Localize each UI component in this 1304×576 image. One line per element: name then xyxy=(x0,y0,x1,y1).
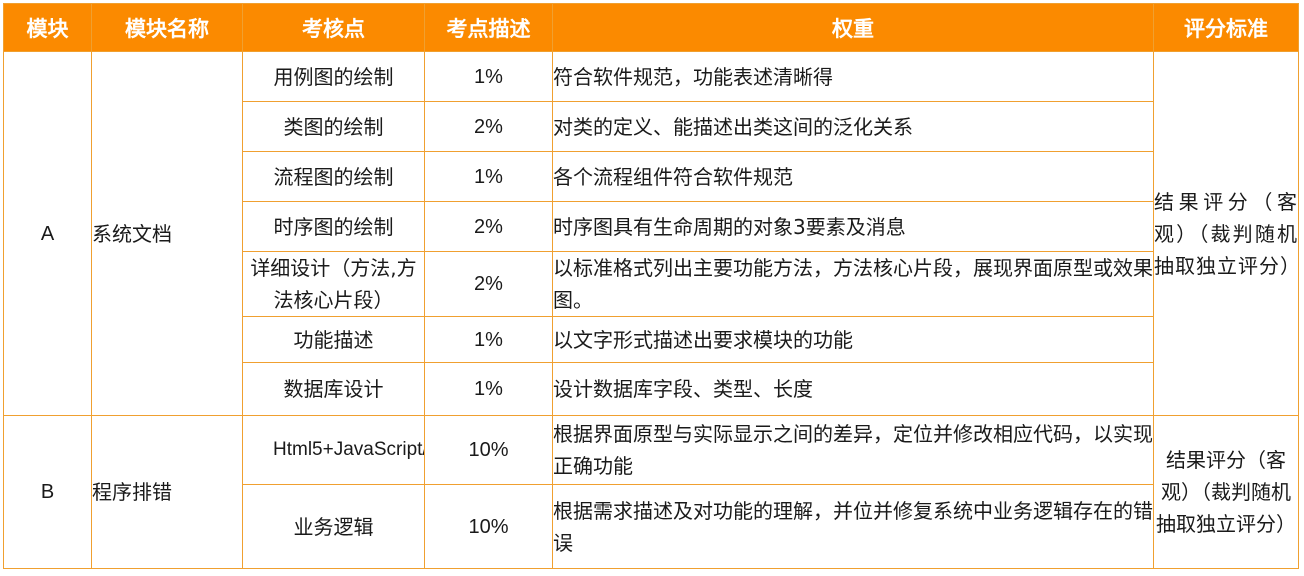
description-cell: 以标准格式列出主要功能方法，方法核心片段，展现界面原型或效果图。 xyxy=(552,251,1154,317)
header-assessment-point: 考核点 xyxy=(242,3,425,52)
table-row: 类图的绘制 2% 对类的定义、能描述出类这间的泛化关系 xyxy=(4,101,1299,152)
header-row: 模块 模块名称 考核点 考点描述 权重 评分标准 xyxy=(3,3,1299,52)
point-cell: 流程图的绘制 xyxy=(242,151,425,202)
point-cell: 时序图的绘制 xyxy=(242,201,425,252)
table-row: 详细设计（方法,方法核心片段） 2% 以标准格式列出主要功能方法，方法核心片段，… xyxy=(4,251,1299,317)
weight-cell: 1% xyxy=(424,51,553,102)
assessment-table: 模块 模块名称 考核点 考点描述 权重 评分标准 A 系统文档 用例图的绘制 1… xyxy=(3,3,1299,569)
weight-cell: 1% xyxy=(424,316,553,363)
point-cell: 类图的绘制 xyxy=(242,101,425,152)
weight-cell: 2% xyxy=(424,201,553,252)
scoring-standard-cell: 结果评分（客观）（裁判随机抽取独立评分） xyxy=(1153,51,1299,416)
table-row: B 程序排错 Html5+JavaScript/Vue 10% 根据界面原型与实… xyxy=(3,415,1299,569)
point-cell: 业务逻辑 xyxy=(242,484,425,569)
description-cell: 根据需求描述及对功能的理解，并位并修复系统中业务逻辑存在的错误 xyxy=(552,484,1154,569)
description-cell: 对类的定义、能描述出类这间的泛化关系 xyxy=(552,101,1154,152)
module-cell: B xyxy=(3,415,92,569)
weight-cell: 1% xyxy=(424,151,553,202)
description-cell: 符合软件规范，功能表述清晰得 xyxy=(552,51,1154,102)
description-cell: 时序图具有生命周期的对象3要素及消息 xyxy=(552,201,1154,252)
point-cell: 用例图的绘制 xyxy=(242,51,425,102)
description-cell: 以文字形式描述出要求模块的功能 xyxy=(552,316,1154,363)
table-row: 时序图的绘制 2% 时序图具有生命周期的对象3要素及消息 xyxy=(4,201,1299,252)
table-row: A 系统文档 用例图的绘制 1% 符合软件规范，功能表述清晰得 结果评分（客观）… xyxy=(3,51,1299,416)
scoring-standard-cell: 结果评分（客观）（裁判随机抽取独立评分） xyxy=(1153,415,1299,569)
point-cell: 功能描述 xyxy=(242,316,425,363)
weight-cell: 2% xyxy=(424,251,553,317)
header-point-description: 考点描述 xyxy=(424,3,553,52)
table-row: 业务逻辑 10% 根据需求描述及对功能的理解，并位并修复系统中业务逻辑存在的错误 xyxy=(4,484,1299,569)
point-cell: 详细设计（方法,方法核心片段） xyxy=(242,251,425,317)
description-cell: 设计数据库字段、类型、长度 xyxy=(552,362,1154,416)
description-cell: 各个流程组件符合软件规范 xyxy=(552,151,1154,202)
module-cell: A xyxy=(3,51,92,416)
point-cell: Html5+JavaScript/Vue xyxy=(242,415,425,485)
weight-cell: 2% xyxy=(424,101,553,152)
module-name-cell: 系统文档 xyxy=(91,51,243,416)
header-module-name: 模块名称 xyxy=(91,3,243,52)
header-module: 模块 xyxy=(3,3,92,52)
table-row: 流程图的绘制 1% 各个流程组件符合软件规范 xyxy=(4,151,1299,202)
description-cell: 根据界面原型与实际显示之间的差异，定位并修改相应代码，以实现正确功能 xyxy=(552,415,1154,485)
weight-cell: 1% xyxy=(424,362,553,416)
header-weight: 权重 xyxy=(552,3,1154,52)
module-name-cell: 程序排错 xyxy=(91,415,243,569)
header-scoring-standard: 评分标准 xyxy=(1153,3,1299,52)
point-cell: 数据库设计 xyxy=(242,362,425,416)
weight-cell: 10% xyxy=(424,415,553,485)
weight-cell: 10% xyxy=(424,484,553,569)
